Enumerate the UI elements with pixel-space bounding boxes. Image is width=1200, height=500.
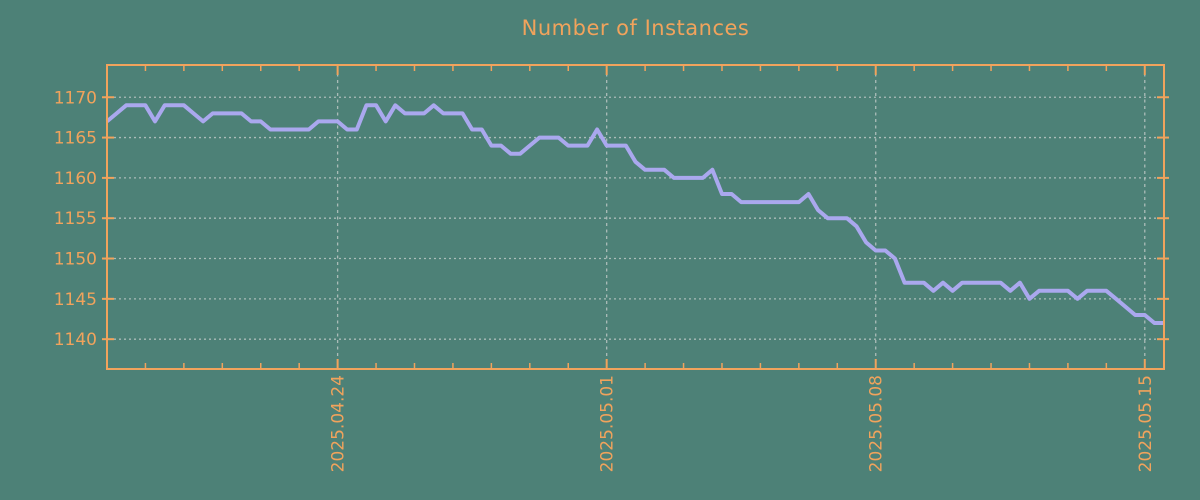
y-tick-label: 1160	[54, 169, 97, 189]
y-tick-label: 1150	[54, 250, 97, 270]
series-line	[105, 103, 1164, 325]
plot-border	[106, 64, 1165, 370]
y-tick-label: 1165	[54, 129, 97, 149]
x-tick-label: 2025.05.01	[598, 375, 618, 472]
y-tick-label: 1145	[54, 290, 97, 310]
x-tick-label: 2025.04.24	[329, 375, 349, 472]
x-tick-label: 2025.05.08	[867, 375, 887, 472]
y-tick-label: 1140	[54, 330, 97, 350]
chart-title: Number of Instances	[521, 16, 750, 40]
y-tick-label: 1170	[54, 88, 97, 108]
y-tick-label: 1155	[54, 209, 97, 229]
x-tick-label: 2025.05.15	[1136, 375, 1156, 472]
